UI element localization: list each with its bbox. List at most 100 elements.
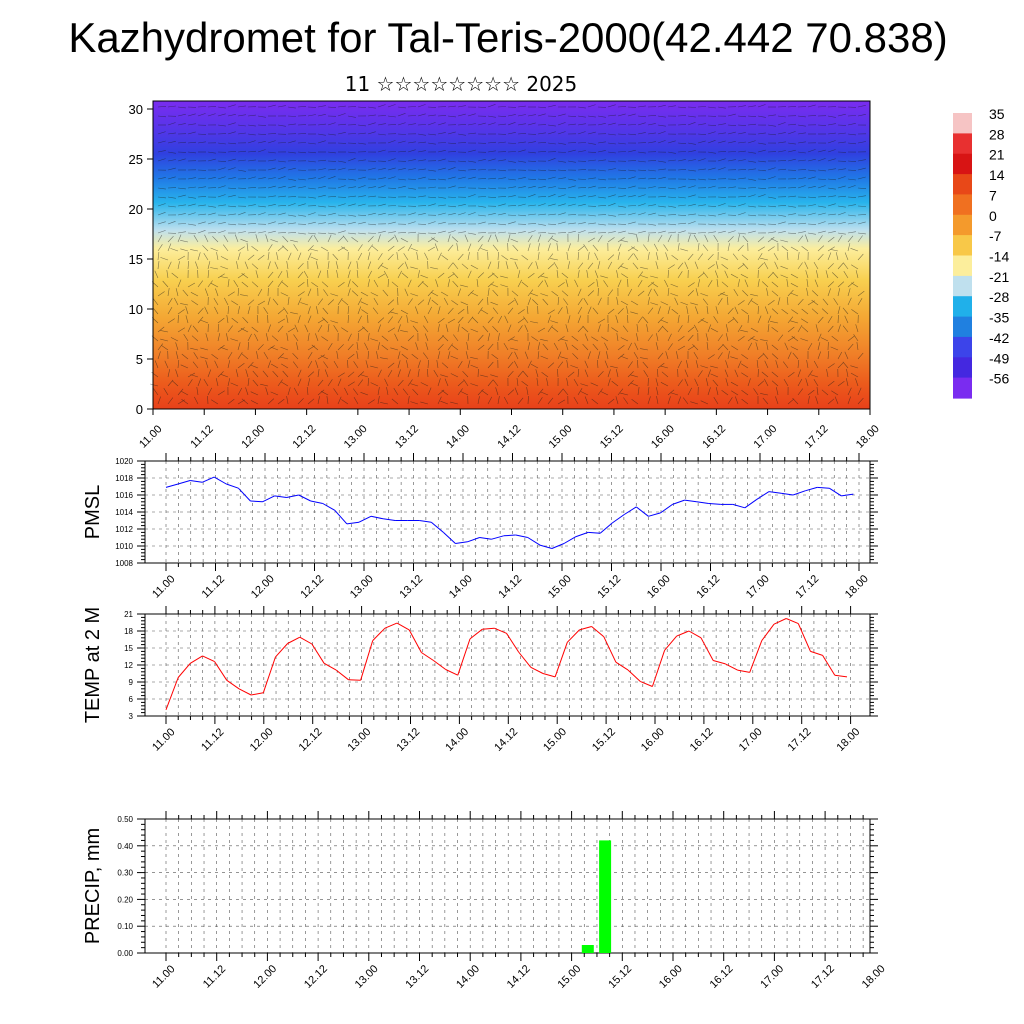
x-tick-label: 11.12: [200, 573, 227, 600]
wind-barb: [237, 342, 241, 351]
wind-barb: [777, 168, 787, 171]
wind-barb: [697, 168, 706, 171]
wind-barb: [627, 124, 637, 126]
wind-barb: [771, 371, 779, 378]
wind-barb: [367, 377, 369, 387]
temp-segment: [518, 651, 532, 668]
wind-barb: [387, 278, 389, 288]
wind-barb: [677, 115, 687, 117]
wind-barb: [657, 325, 664, 333]
wind-barb: [757, 149, 766, 153]
wind-barb: [467, 160, 476, 163]
wind-barb: [267, 159, 276, 162]
wind-barb: [677, 142, 687, 144]
wind-barb: [327, 176, 336, 180]
wind-barb: [797, 151, 806, 154]
wind-barb: [387, 140, 396, 144]
wind-barb: [687, 290, 694, 297]
wind-barb: [390, 347, 399, 351]
wind-barb: [236, 261, 239, 270]
wind-barb: [615, 315, 619, 324]
wind-barb: [656, 387, 659, 396]
wind-barb: [817, 351, 821, 360]
wind-barb: [157, 203, 166, 207]
section-field: [153, 101, 870, 409]
wind-barb: [447, 160, 456, 163]
wind-barb: [440, 374, 449, 378]
wind-barb: [647, 141, 656, 144]
wind-barb: [677, 159, 686, 162]
wind-barb: [431, 237, 439, 243]
wind-barb: [197, 252, 201, 261]
wind-barb: [207, 387, 213, 396]
wind-barb: [407, 141, 416, 144]
pmsl-segment: [310, 500, 323, 504]
wind-barb: [187, 141, 197, 144]
wind-barb: [734, 306, 739, 315]
wind-barb: [286, 315, 289, 324]
wind-barb: [437, 306, 441, 315]
temp-segment: [457, 638, 471, 676]
wind-barb: [247, 124, 256, 127]
wind-barb: [660, 382, 669, 387]
wind-barb: [665, 351, 669, 360]
wind-barb: [457, 176, 466, 180]
wind-barb: [623, 397, 629, 405]
wind-barb: [507, 151, 517, 153]
wind-barb: [817, 333, 822, 342]
wind-barb: [427, 246, 436, 252]
wind-barb: [731, 345, 739, 351]
wind-barb: [821, 389, 829, 396]
colorbar-label: 21: [989, 147, 1005, 163]
wind-barb: [631, 398, 639, 405]
wind-barb: [167, 221, 176, 225]
wind-barb: [817, 158, 826, 162]
wind-barb: [842, 325, 849, 333]
wind-barb: [265, 333, 269, 342]
wind-barb: [313, 234, 319, 243]
wind-barb: [371, 245, 379, 252]
wind-barb: [737, 325, 743, 333]
wind-barb: [637, 280, 643, 288]
wind-barb: [607, 104, 616, 108]
wind-barb: [477, 388, 484, 396]
wind-barb: [503, 396, 509, 405]
wind-barb: [577, 298, 583, 306]
wind-barb: [491, 353, 499, 360]
wind-barb: [347, 270, 351, 279]
wind-barb: [377, 396, 380, 405]
wind-barb: [700, 293, 709, 297]
wind-barb: [687, 185, 696, 189]
wind-barb: [282, 370, 289, 378]
wind-barb: [657, 124, 666, 127]
wind-barb: [527, 141, 536, 144]
wind-barb: [437, 272, 445, 279]
wind-barb: [517, 133, 527, 135]
wind-barb: [347, 195, 357, 198]
wind-barb: [771, 290, 779, 297]
panel-frame: [144, 818, 871, 954]
wind-barb: [377, 123, 386, 126]
wind-barb: [257, 115, 266, 118]
wind-barb: [507, 299, 515, 306]
wind-barb: [167, 243, 172, 252]
wind-barb: [423, 325, 429, 333]
wind-barb: [792, 352, 799, 360]
wind-barb: [577, 368, 580, 378]
wind-barb: [482, 325, 489, 333]
wind-barb: [587, 214, 596, 217]
wind-barb: [710, 365, 719, 369]
temp-segment: [664, 635, 678, 651]
wind-barb: [557, 160, 566, 163]
colorbar-label: -21: [989, 269, 1009, 285]
temp-segment: [530, 666, 544, 674]
wind-barb: [507, 142, 517, 144]
wind-barb: [267, 252, 270, 261]
x-tick-label: 12.00: [248, 726, 276, 754]
pmsl-segment: [768, 491, 782, 494]
wind-barb: [323, 289, 329, 297]
wind-barb: [427, 232, 437, 234]
wind-barb: [241, 281, 249, 288]
panel-grid: [145, 819, 870, 953]
wind-barb: [757, 194, 766, 198]
